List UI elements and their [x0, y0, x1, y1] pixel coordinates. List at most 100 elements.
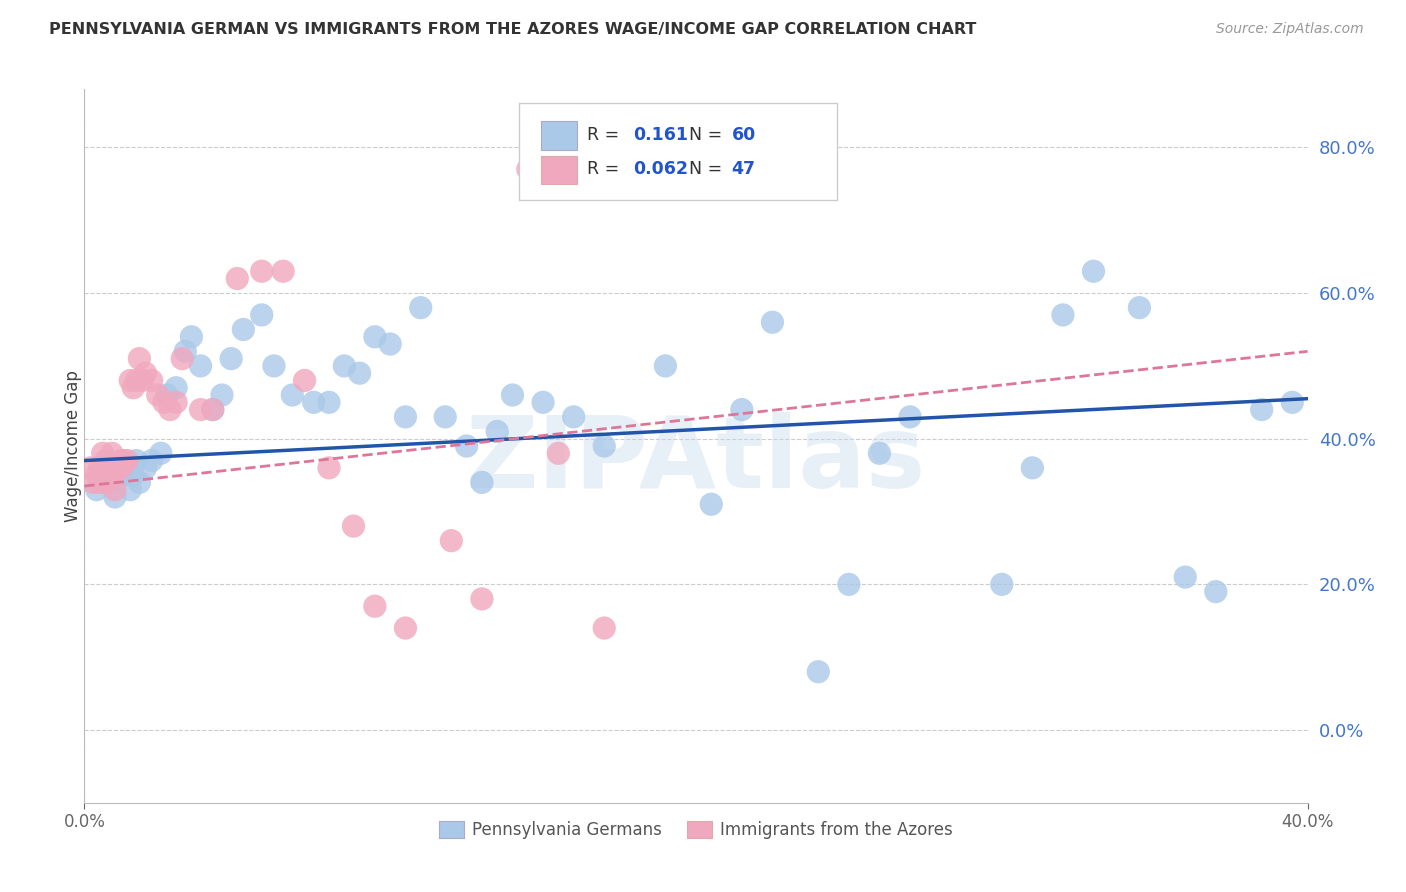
- Point: [201, 402, 224, 417]
- Point: [263, 359, 285, 373]
- Point: [180, 330, 202, 344]
- Point: [838, 577, 860, 591]
- Point: [91, 446, 114, 460]
- Point: [1128, 301, 1150, 315]
- Point: [531, 395, 554, 409]
- Point: [104, 460, 127, 475]
- Point: [115, 453, 138, 467]
- Point: [1250, 402, 1272, 417]
- Point: [409, 301, 432, 315]
- FancyBboxPatch shape: [519, 103, 837, 200]
- Point: [165, 381, 187, 395]
- Point: [135, 366, 157, 380]
- Point: [107, 460, 129, 475]
- Text: R =: R =: [588, 126, 624, 145]
- Point: [125, 374, 148, 388]
- Point: [190, 359, 212, 373]
- Point: [101, 468, 124, 483]
- Legend: Pennsylvania Germans, Immigrants from the Azores: Pennsylvania Germans, Immigrants from th…: [432, 814, 960, 846]
- Point: [593, 439, 616, 453]
- Point: [394, 409, 416, 424]
- Point: [471, 591, 494, 606]
- Point: [1174, 570, 1197, 584]
- Point: [104, 483, 127, 497]
- Point: [97, 475, 120, 490]
- Point: [104, 490, 127, 504]
- Point: [562, 409, 585, 424]
- Y-axis label: Wage/Income Gap: Wage/Income Gap: [65, 370, 82, 522]
- Point: [165, 395, 187, 409]
- Point: [342, 519, 364, 533]
- Point: [149, 446, 172, 460]
- Point: [380, 337, 402, 351]
- Text: R =: R =: [588, 161, 624, 178]
- Point: [122, 468, 145, 483]
- Point: [110, 460, 132, 475]
- Point: [281, 388, 304, 402]
- Point: [141, 374, 163, 388]
- Point: [141, 453, 163, 467]
- Point: [211, 388, 233, 402]
- Point: [83, 475, 105, 490]
- Point: [318, 460, 340, 475]
- Point: [1281, 395, 1303, 409]
- Text: N =: N =: [689, 161, 727, 178]
- Point: [502, 388, 524, 402]
- Point: [869, 446, 891, 460]
- Point: [122, 381, 145, 395]
- Point: [128, 475, 150, 490]
- Point: [112, 453, 135, 467]
- Point: [349, 366, 371, 380]
- Point: [110, 460, 132, 475]
- Point: [112, 468, 135, 483]
- Point: [232, 322, 254, 336]
- Point: [516, 162, 538, 177]
- Point: [128, 351, 150, 366]
- Point: [101, 446, 124, 460]
- Point: [250, 264, 273, 278]
- Text: 0.161: 0.161: [634, 126, 689, 145]
- Point: [271, 264, 294, 278]
- Point: [471, 475, 494, 490]
- Point: [110, 453, 132, 467]
- Point: [120, 483, 142, 497]
- Point: [97, 468, 120, 483]
- Point: [807, 665, 830, 679]
- Point: [94, 475, 117, 490]
- Point: [1021, 460, 1043, 475]
- Point: [135, 460, 157, 475]
- Point: [97, 453, 120, 467]
- Point: [761, 315, 783, 329]
- Point: [89, 460, 111, 475]
- Point: [654, 359, 676, 373]
- Point: [86, 468, 108, 483]
- Point: [172, 351, 194, 366]
- Point: [94, 453, 117, 467]
- Point: [318, 395, 340, 409]
- Text: 47: 47: [731, 161, 755, 178]
- Point: [547, 446, 569, 460]
- Point: [593, 621, 616, 635]
- Point: [731, 402, 754, 417]
- Point: [91, 468, 114, 483]
- Point: [125, 453, 148, 467]
- Point: [1083, 264, 1105, 278]
- FancyBboxPatch shape: [541, 121, 578, 150]
- Text: Source: ZipAtlas.com: Source: ZipAtlas.com: [1216, 22, 1364, 37]
- Point: [1205, 584, 1227, 599]
- Point: [174, 344, 197, 359]
- Point: [440, 533, 463, 548]
- Point: [1052, 308, 1074, 322]
- Point: [146, 388, 169, 402]
- Point: [159, 402, 181, 417]
- Point: [700, 497, 723, 511]
- Point: [364, 599, 387, 614]
- Point: [79, 460, 101, 475]
- Point: [156, 388, 179, 402]
- Point: [302, 395, 325, 409]
- Point: [91, 475, 114, 490]
- Text: ZIPAtlas: ZIPAtlas: [465, 412, 927, 508]
- FancyBboxPatch shape: [541, 155, 578, 184]
- Point: [434, 409, 457, 424]
- Point: [333, 359, 356, 373]
